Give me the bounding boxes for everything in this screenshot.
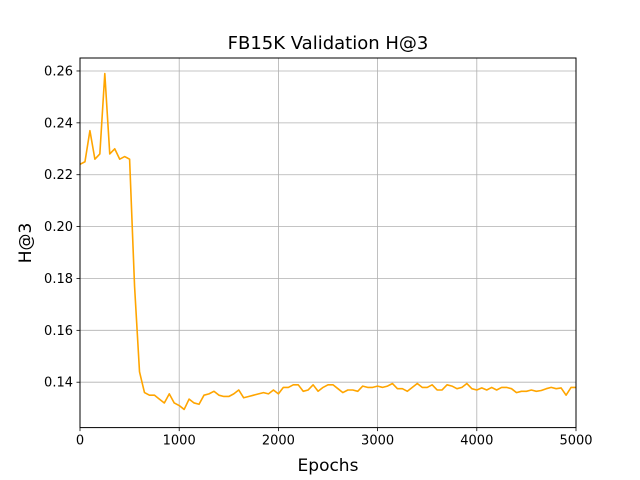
y-tick-label: 0.18 — [44, 272, 73, 287]
x-tick-label: 2000 — [262, 434, 295, 449]
x-tick-label: 5000 — [559, 434, 592, 449]
series-layer — [79, 72, 576, 411]
chart-title: FB15K Validation H@3 — [228, 33, 429, 54]
y-tick-label: 0.26 — [44, 64, 73, 79]
y-tick-label: 0.20 — [44, 220, 73, 235]
y-axis-label: H@3 — [16, 223, 36, 264]
x-tick-label: 0 — [76, 434, 84, 449]
plot-frame — [79, 57, 577, 429]
x-tick-label: 3000 — [361, 434, 394, 449]
y-tick-label: 0.16 — [44, 324, 73, 339]
series-line-h3 — [79, 72, 576, 411]
x-tick-label: 1000 — [163, 434, 196, 449]
x-axis-label: Epochs — [298, 456, 359, 476]
y-axis-ticks: 0.14 0.16 0.18 0.20 0.22 0.24 0.26 — [44, 64, 80, 391]
x-axis-ticks: 0 1000 2000 3000 4000 5000 — [76, 427, 593, 449]
y-tick-label: 0.14 — [44, 376, 73, 391]
x-tick-label: 4000 — [460, 434, 493, 449]
y-tick-label: 0.24 — [44, 116, 73, 131]
y-tick-label: 0.22 — [44, 168, 73, 183]
